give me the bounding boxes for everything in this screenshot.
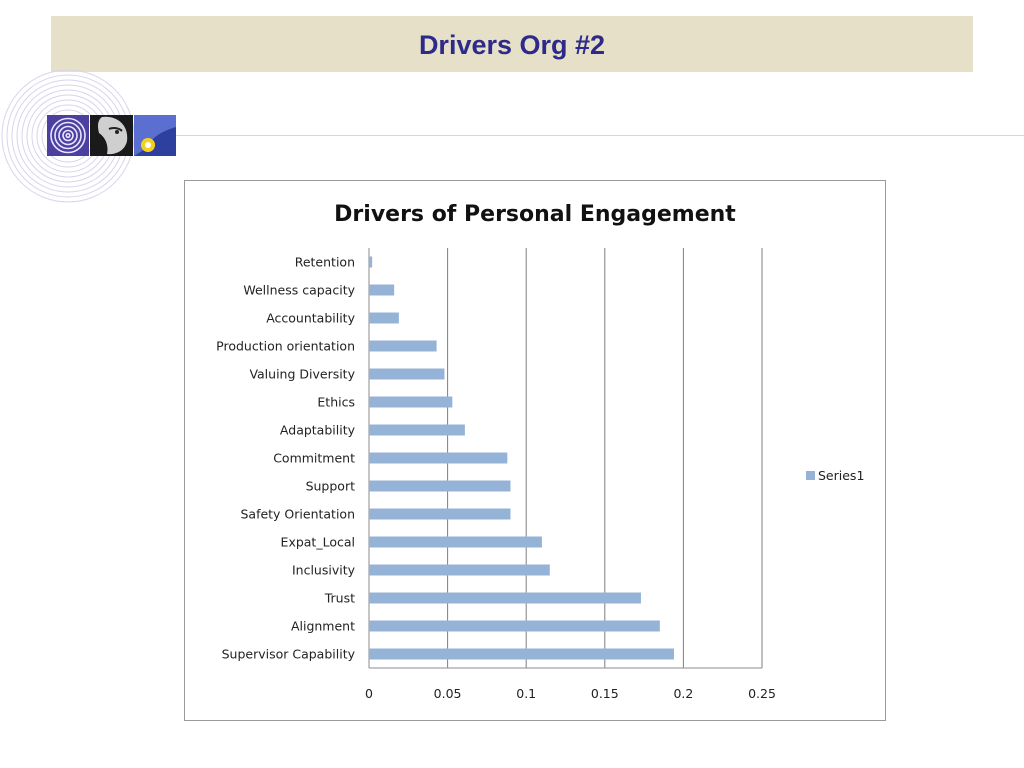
bar [369, 620, 660, 632]
x-tick-label: 0.1 [516, 686, 536, 701]
bar [369, 452, 508, 464]
category-label: Production orientation [216, 339, 355, 354]
concentric-circles-icon [47, 115, 89, 156]
category-label: Support [306, 479, 356, 494]
category-label: Alignment [291, 619, 355, 634]
x-tick-labels: 0 0.05 0.1 0.15 0.2 0.25 [365, 686, 776, 701]
category-label: Accountability [266, 311, 355, 326]
slide-title: Drivers Org #2 [418, 30, 606, 60]
engagement-bar-chart: Drivers of Personal Engagement Retention… [216, 202, 864, 701]
category-label: Trust [324, 591, 355, 606]
x-tick-label: 0 [365, 686, 373, 701]
legend-label: Series1 [818, 468, 864, 483]
bar [369, 368, 445, 380]
face-photo-icon [90, 115, 133, 156]
category-label: Expat_Local [281, 535, 355, 550]
category-label: Ethics [317, 395, 355, 410]
bar [369, 564, 550, 576]
x-tick-label: 0.25 [748, 686, 776, 701]
chart-legend: Series1 [806, 468, 864, 483]
x-tick-label: 0.05 [434, 686, 462, 701]
category-label: Safety Orientation [240, 507, 355, 522]
bar [369, 340, 437, 352]
category-label: Supervisor Capability [222, 647, 356, 662]
category-label: Valuing Diversity [249, 367, 355, 382]
bar [369, 284, 395, 296]
logo-strip [47, 115, 176, 156]
category-label: Commitment [273, 451, 355, 466]
bar [369, 396, 453, 408]
bar [369, 592, 641, 604]
bar [369, 480, 511, 492]
bar [369, 536, 542, 548]
category-labels: Retention Wellness capacity Accountability… [216, 255, 355, 662]
category-label: Adaptability [280, 423, 356, 438]
category-label: Wellness capacity [243, 283, 355, 298]
x-tick-label: 0.15 [591, 686, 619, 701]
header-divider [175, 135, 1024, 136]
category-label: Inclusivity [292, 563, 356, 578]
bar [369, 424, 465, 436]
bars [369, 256, 674, 660]
bar [369, 508, 511, 520]
legend-swatch [806, 471, 815, 480]
x-tick-label: 0.2 [673, 686, 693, 701]
bar [369, 312, 399, 324]
bar [369, 256, 373, 268]
category-label: Retention [295, 255, 355, 270]
chart-frame: Drivers of Personal Engagement Retention… [184, 180, 886, 721]
bar [369, 648, 674, 660]
flower-photo-icon [134, 115, 176, 156]
chart-title: Drivers of Personal Engagement [334, 202, 736, 227]
title-band: Drivers Org #2 [51, 16, 973, 72]
